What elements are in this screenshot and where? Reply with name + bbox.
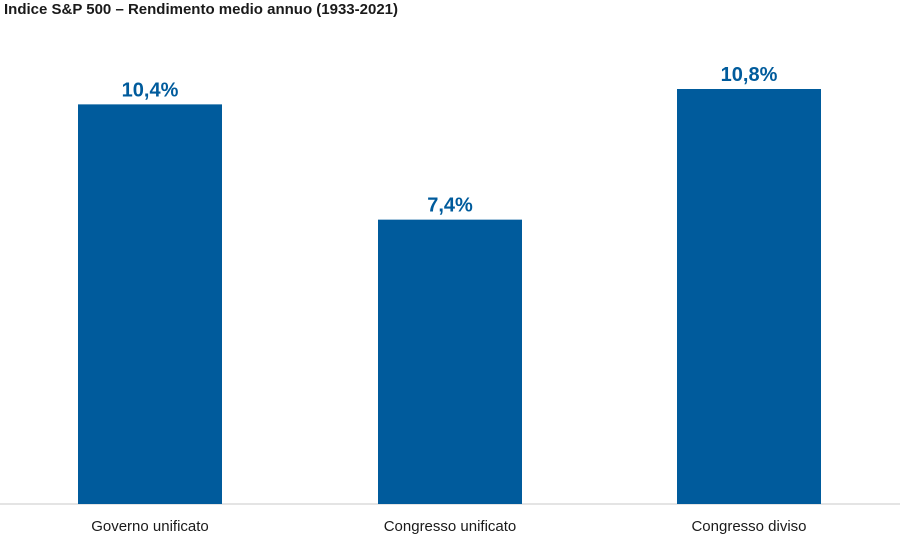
category-label-2: Congresso unificato xyxy=(384,518,517,535)
bar-2 xyxy=(378,219,522,505)
category-labels-group: Governo unificato Congresso unificato Cong… xyxy=(91,518,806,535)
value-labels-group: 10,4% 7,4% 10,8% xyxy=(122,64,778,217)
bar-1 xyxy=(78,104,222,505)
category-label-3: Congresso diviso xyxy=(691,518,806,535)
category-label-1: Governo unificato xyxy=(91,518,209,535)
bar-3 xyxy=(677,89,821,504)
bars-group xyxy=(78,89,821,505)
value-label-3: 10,8% xyxy=(721,64,778,86)
value-label-1: 10,4% xyxy=(122,79,179,101)
value-label-2: 7,4% xyxy=(427,195,473,217)
chart-title: Indice S&P 500 – Rendimento medio annuo … xyxy=(4,1,399,18)
